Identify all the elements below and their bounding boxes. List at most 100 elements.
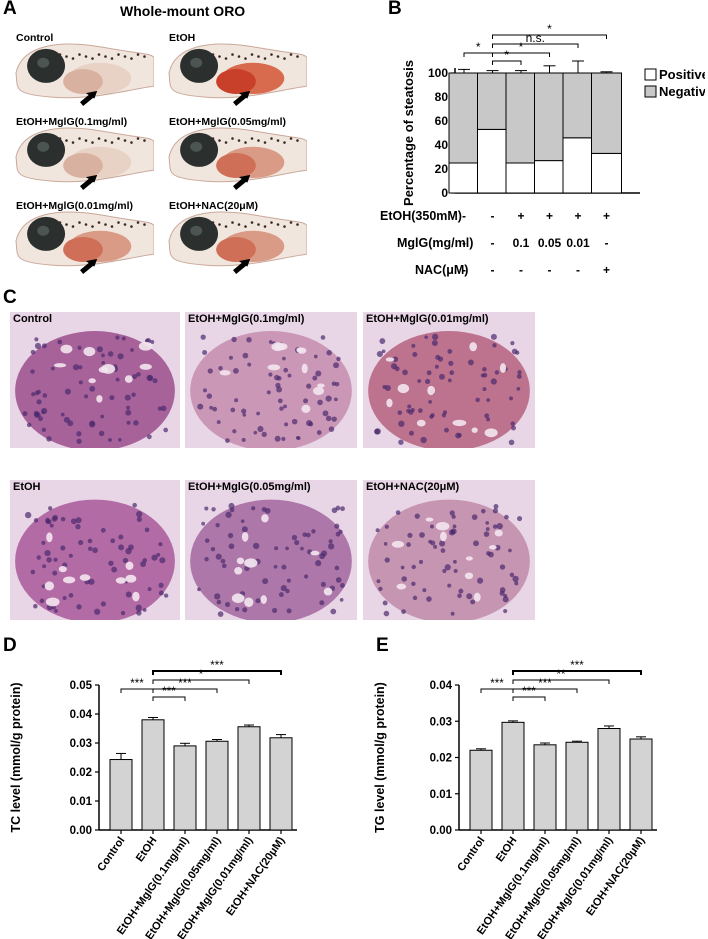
pigment-dot bbox=[91, 141, 94, 144]
histology-label: EtOH+MglG(0.05mg/ml) bbox=[188, 481, 311, 493]
nucleus bbox=[33, 410, 40, 417]
bar bbox=[565, 741, 589, 831]
nucleus bbox=[398, 439, 404, 445]
nucleus bbox=[202, 349, 208, 355]
nucleus bbox=[285, 546, 289, 551]
nucleus bbox=[131, 392, 136, 397]
pigment-dot bbox=[237, 223, 241, 226]
nucleus bbox=[136, 511, 143, 518]
legend-swatch bbox=[644, 68, 657, 81]
nucleus bbox=[291, 418, 298, 425]
significance-bracket bbox=[512, 688, 578, 693]
nucleus bbox=[89, 385, 96, 392]
nucleus bbox=[52, 570, 58, 576]
nucleus bbox=[447, 349, 453, 354]
nucleus bbox=[88, 578, 95, 585]
nucleus bbox=[315, 370, 322, 377]
oro-image bbox=[12, 114, 154, 192]
nucleus bbox=[255, 598, 261, 604]
y-tick-label: 20 bbox=[435, 162, 449, 176]
nucleus bbox=[392, 356, 399, 363]
y-tick-label: 0.04 bbox=[70, 709, 93, 721]
pigment-dot bbox=[283, 225, 286, 228]
histology-image bbox=[10, 480, 180, 620]
pigment-dot bbox=[110, 141, 114, 144]
tg-level-chart: TG level (mmol/g protein) 0.00 0.01 0.02 0.0… bbox=[373, 660, 657, 939]
nucleus bbox=[400, 565, 405, 570]
nucleus bbox=[444, 564, 451, 571]
vacuole bbox=[244, 558, 258, 568]
nucleus bbox=[381, 349, 386, 354]
nucleus bbox=[252, 542, 260, 550]
nucleus bbox=[325, 395, 332, 402]
pigment-dot bbox=[78, 221, 81, 224]
nucleus bbox=[514, 581, 519, 586]
x-tick-label: EtOH bbox=[494, 835, 520, 864]
vacuole bbox=[489, 545, 497, 550]
nucleus bbox=[68, 593, 74, 598]
nucleus bbox=[442, 410, 448, 415]
nucleus bbox=[47, 506, 53, 511]
x-tick-label: EtOH bbox=[134, 835, 160, 864]
nucleus bbox=[313, 354, 318, 359]
nucleus bbox=[322, 410, 329, 417]
nucleus bbox=[204, 556, 209, 562]
nucleus bbox=[383, 610, 390, 617]
nucleus bbox=[447, 378, 452, 383]
nucleus bbox=[458, 588, 464, 594]
nucleus bbox=[451, 514, 456, 519]
vacuole bbox=[241, 532, 249, 542]
significance-bracket bbox=[512, 670, 642, 675]
nucleus bbox=[477, 577, 484, 584]
nucleus bbox=[439, 540, 446, 547]
oro-image-label: Control bbox=[16, 32, 54, 44]
nucleus bbox=[504, 514, 509, 520]
nucleus bbox=[277, 398, 283, 404]
nucleus bbox=[133, 420, 139, 426]
nucleus bbox=[230, 407, 236, 413]
arrowhead-icon bbox=[85, 174, 98, 183]
nucleus bbox=[158, 590, 164, 596]
vacuole bbox=[115, 577, 127, 584]
stacked-bar-segment bbox=[591, 72, 622, 154]
condition-value: 0.1 bbox=[513, 236, 530, 250]
nucleus bbox=[22, 411, 28, 417]
nucleus bbox=[163, 427, 169, 433]
condition-value: - bbox=[491, 263, 495, 277]
nucleus bbox=[36, 555, 42, 560]
nucleus bbox=[302, 532, 307, 537]
nucleus bbox=[101, 361, 106, 365]
y-tick-label: 0.03 bbox=[430, 716, 452, 728]
nucleus bbox=[285, 588, 290, 594]
nucleus bbox=[76, 431, 82, 437]
nucleus bbox=[33, 603, 38, 609]
vacuole bbox=[296, 347, 303, 353]
nucleus bbox=[510, 421, 515, 426]
pigment-dot bbox=[257, 139, 260, 142]
nucleus bbox=[100, 601, 106, 607]
fish-liver bbox=[216, 69, 256, 94]
bar bbox=[469, 749, 493, 831]
pigment-dot bbox=[84, 139, 88, 142]
stacked-bar-segment bbox=[534, 72, 565, 162]
vacuole bbox=[473, 592, 481, 602]
nucleus bbox=[256, 411, 261, 416]
nucleus bbox=[449, 370, 455, 376]
nucleus bbox=[473, 540, 479, 547]
pigment-dot bbox=[283, 57, 286, 60]
significance-bracket bbox=[152, 670, 282, 675]
pigment-dot bbox=[117, 137, 120, 140]
vacuole bbox=[427, 385, 436, 396]
nucleus bbox=[150, 339, 155, 345]
nucleus bbox=[130, 348, 134, 352]
pigment-dot bbox=[110, 225, 114, 228]
fish-eye-highlight bbox=[37, 141, 50, 152]
nucleus bbox=[24, 511, 32, 519]
vacuole bbox=[88, 378, 96, 384]
y-tick-label: 100 bbox=[428, 66, 448, 80]
nucleus bbox=[287, 373, 292, 378]
nucleus bbox=[280, 585, 287, 592]
arrowhead-icon bbox=[238, 258, 251, 267]
significance-label: *** bbox=[162, 686, 176, 698]
histology-image bbox=[363, 312, 535, 448]
